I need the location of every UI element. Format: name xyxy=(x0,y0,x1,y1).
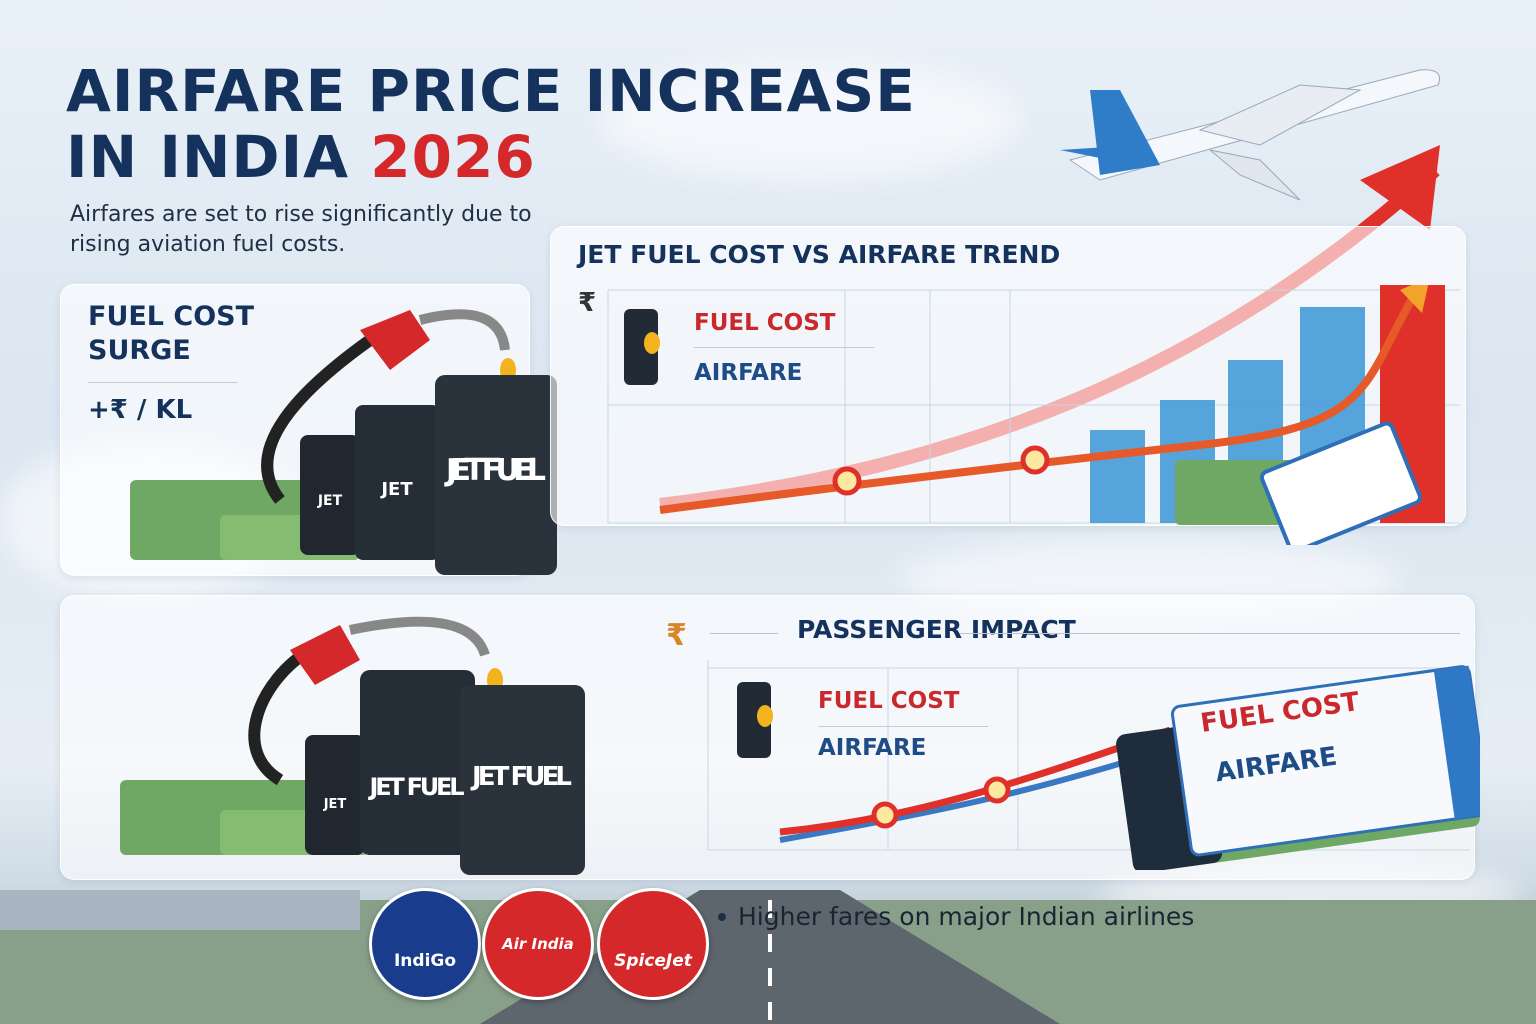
trend-chart xyxy=(607,285,1460,545)
arrow-head-icon xyxy=(1360,145,1440,230)
fuel-title-line1: FUEL COST xyxy=(88,301,255,332)
airplane-icon xyxy=(1060,69,1440,201)
fuel-title-line2: SURGE xyxy=(88,335,191,366)
fuel-nozzle-icon xyxy=(360,310,430,370)
indigo-logo: IndiGo xyxy=(369,888,481,1000)
barrel-label: JET xyxy=(379,479,413,500)
subtitle: Airfares are set to rise significantly d… xyxy=(70,202,532,257)
impact-barrels-illustration: JET JET FUEL JET FUEL xyxy=(120,616,585,875)
barrel-label: JET xyxy=(317,493,343,509)
data-point xyxy=(983,776,1011,804)
trend-chart-title: JET FUEL COST VS AIRFARE TREND xyxy=(578,240,1061,269)
airline-name: Air India xyxy=(502,935,574,953)
page-title: AIRFARE PRICE INCREASE IN INDIA 2026 xyxy=(66,58,916,190)
currency-icon: ₹ xyxy=(666,618,687,653)
fuel-barrels-illustration: JET JET JET FUEL xyxy=(130,309,557,575)
legend-fuel-cost: FUEL COST xyxy=(694,310,836,336)
data-point xyxy=(1020,445,1050,475)
impact-title: PASSENGER IMPACT xyxy=(797,615,1076,644)
barrel-label: JET FUEL xyxy=(368,773,465,801)
boarding-pass-icon xyxy=(1259,421,1422,545)
data-point xyxy=(871,801,899,829)
fuel-panel-title: FUEL COST SURGE xyxy=(88,300,254,368)
oil-barrel-icon xyxy=(624,309,660,385)
barrel-label: JET xyxy=(323,797,347,812)
legend-airfare: AIRFARE xyxy=(818,735,927,761)
footer-note: Higher fares on major Indian airlines xyxy=(738,902,1195,931)
airfare-line xyxy=(659,285,1424,514)
title-line2: IN INDIA xyxy=(66,123,350,191)
barrel-label-large: JET FUEL xyxy=(444,453,546,488)
bullet-icon xyxy=(718,913,726,921)
fuel-cost-value: +₹ / KL xyxy=(88,395,193,425)
fuel-nozzle-icon xyxy=(290,625,360,685)
legend-airfare: AIRFARE xyxy=(694,360,803,386)
data-point xyxy=(832,466,862,496)
airline-name: IndiGo xyxy=(393,951,457,971)
barrel-label-large: JET FUEL xyxy=(470,762,572,792)
fuel-cost-line xyxy=(779,726,1172,836)
spicejet-logo: SpiceJet xyxy=(597,888,709,1000)
ticket-illustration xyxy=(1116,665,1480,870)
impact-chart xyxy=(707,660,1480,870)
airline-name: SpiceJet xyxy=(614,951,692,971)
airfare-bar xyxy=(1090,430,1145,523)
title-line1: AIRFARE PRICE INCREASE xyxy=(66,57,916,125)
oil-barrel-icon xyxy=(737,682,773,758)
title-year: 2026 xyxy=(370,123,536,191)
currency-icon: ₹ xyxy=(578,288,597,318)
legend-fuel-cost: FUEL COST xyxy=(818,688,960,714)
air-india-logo: Air India xyxy=(482,888,594,1000)
